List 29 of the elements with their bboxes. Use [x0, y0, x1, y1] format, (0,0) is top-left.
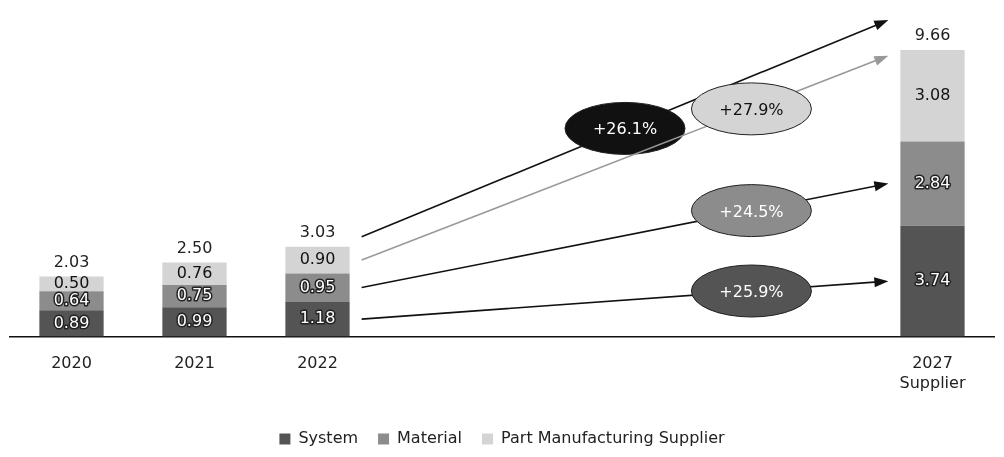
x-tick-label: 2020 [51, 353, 92, 373]
data-label: 0.95 [299, 276, 336, 296]
total-label: 3.03 [299, 221, 336, 241]
legend-label: System [298, 428, 359, 448]
annotation: +25.9% [719, 282, 784, 302]
bar [900, 225, 965, 337]
data-label: 2.84 [914, 172, 951, 192]
data-label: 3.74 [914, 270, 951, 290]
x-tick-label: 2021 [174, 353, 215, 373]
legend-label: Material [397, 428, 463, 448]
total-label: 9.66 [914, 25, 951, 45]
data-label: 0.50 [53, 272, 90, 292]
x-tick-label: 2027 Supplier [899, 353, 966, 392]
data-label: 0.99 [176, 311, 213, 331]
bar [900, 50, 965, 142]
annotation: +26.1% [592, 119, 658, 139]
data-label: 0.90 [299, 249, 336, 269]
data-label: 3.08 [914, 84, 951, 104]
bar [162, 262, 227, 285]
legend-label: Part Manufacturing Supplier [501, 428, 726, 448]
data-label: 1.18 [299, 308, 336, 328]
x-tick-label: 2022 [297, 353, 338, 373]
annotation: +27.9% [719, 99, 784, 119]
annotation: +24.5% [719, 201, 784, 221]
data-label: 0.89 [53, 312, 90, 332]
total-label: 2.50 [176, 237, 213, 257]
bar [900, 141, 965, 226]
total-label: 2.03 [53, 251, 90, 271]
data-label: 0.76 [176, 262, 213, 282]
